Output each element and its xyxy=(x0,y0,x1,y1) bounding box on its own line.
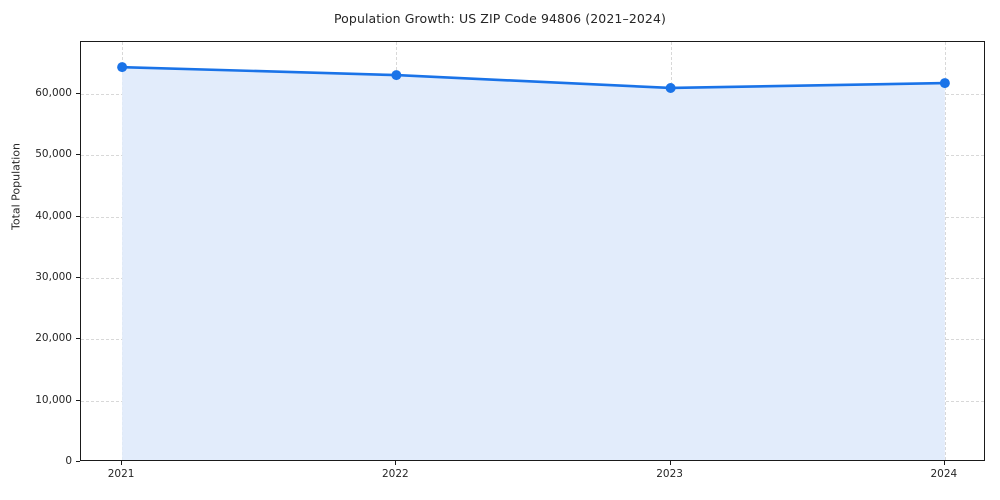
gridline-x xyxy=(944,42,946,460)
x-axis-tick-mark xyxy=(395,461,397,465)
y-axis-tick-mark xyxy=(76,154,80,156)
x-axis-tick-mark xyxy=(121,461,123,465)
data-point-marker: 2024: 61,800 xyxy=(939,78,950,89)
y-axis-tick-label: 30,000 xyxy=(35,271,72,284)
population-line-series: 2021: 64,400 2022: 63,100 2023: 61,000 2024… xyxy=(117,62,950,460)
y-axis-tick-marks xyxy=(76,41,80,462)
y-axis-tick-label: 40,000 xyxy=(35,209,72,222)
y-axis-tick-labels: 0 10,000 20,000 30,000 40,000 50,000 60,000 xyxy=(4,41,72,467)
series-line xyxy=(120,65,947,90)
y-axis-tick-label: 20,000 xyxy=(35,332,72,345)
y-axis-tick-mark xyxy=(76,93,80,95)
x-axis-tick-marks xyxy=(80,461,985,465)
x-axis-tick-label: 2023 xyxy=(656,468,683,480)
data-point-marker: 2022: 63,100 xyxy=(391,70,402,81)
chart-title: Population Growth: US ZIP Code 94806 (20… xyxy=(333,11,667,26)
y-axis-tick-mark xyxy=(76,215,80,217)
plot-area: 2021: 64,400 2022: 63,100 2023: 61,000 2024… xyxy=(80,41,985,461)
y-axis-tick-label: 60,000 xyxy=(35,87,72,100)
y-axis-tick-mark xyxy=(76,461,80,462)
x-axis-tick-mark xyxy=(669,461,671,465)
y-axis-tick-mark xyxy=(76,277,80,279)
y-axis-tick-label: 0 xyxy=(65,455,72,467)
y-axis-tick-mark xyxy=(76,338,80,340)
x-axis-tick-label: 2024 xyxy=(930,468,958,480)
x-axis-tick-labels: 2021 2022 2023 2024 xyxy=(80,468,985,486)
area-fill xyxy=(122,67,945,460)
x-axis-tick-mark xyxy=(943,461,945,465)
data-point-marker: 2021: 64,400 xyxy=(117,62,128,73)
data-point-marker: 2023: 61,000 xyxy=(665,82,676,93)
y-axis-tick-label: 10,000 xyxy=(35,393,72,406)
y-axis-tick-mark xyxy=(76,399,80,401)
y-axis-tick-label: 50,000 xyxy=(35,148,72,161)
x-axis-tick-label: 2022 xyxy=(382,468,409,480)
x-axis-tick-label: 2021 xyxy=(107,468,135,480)
